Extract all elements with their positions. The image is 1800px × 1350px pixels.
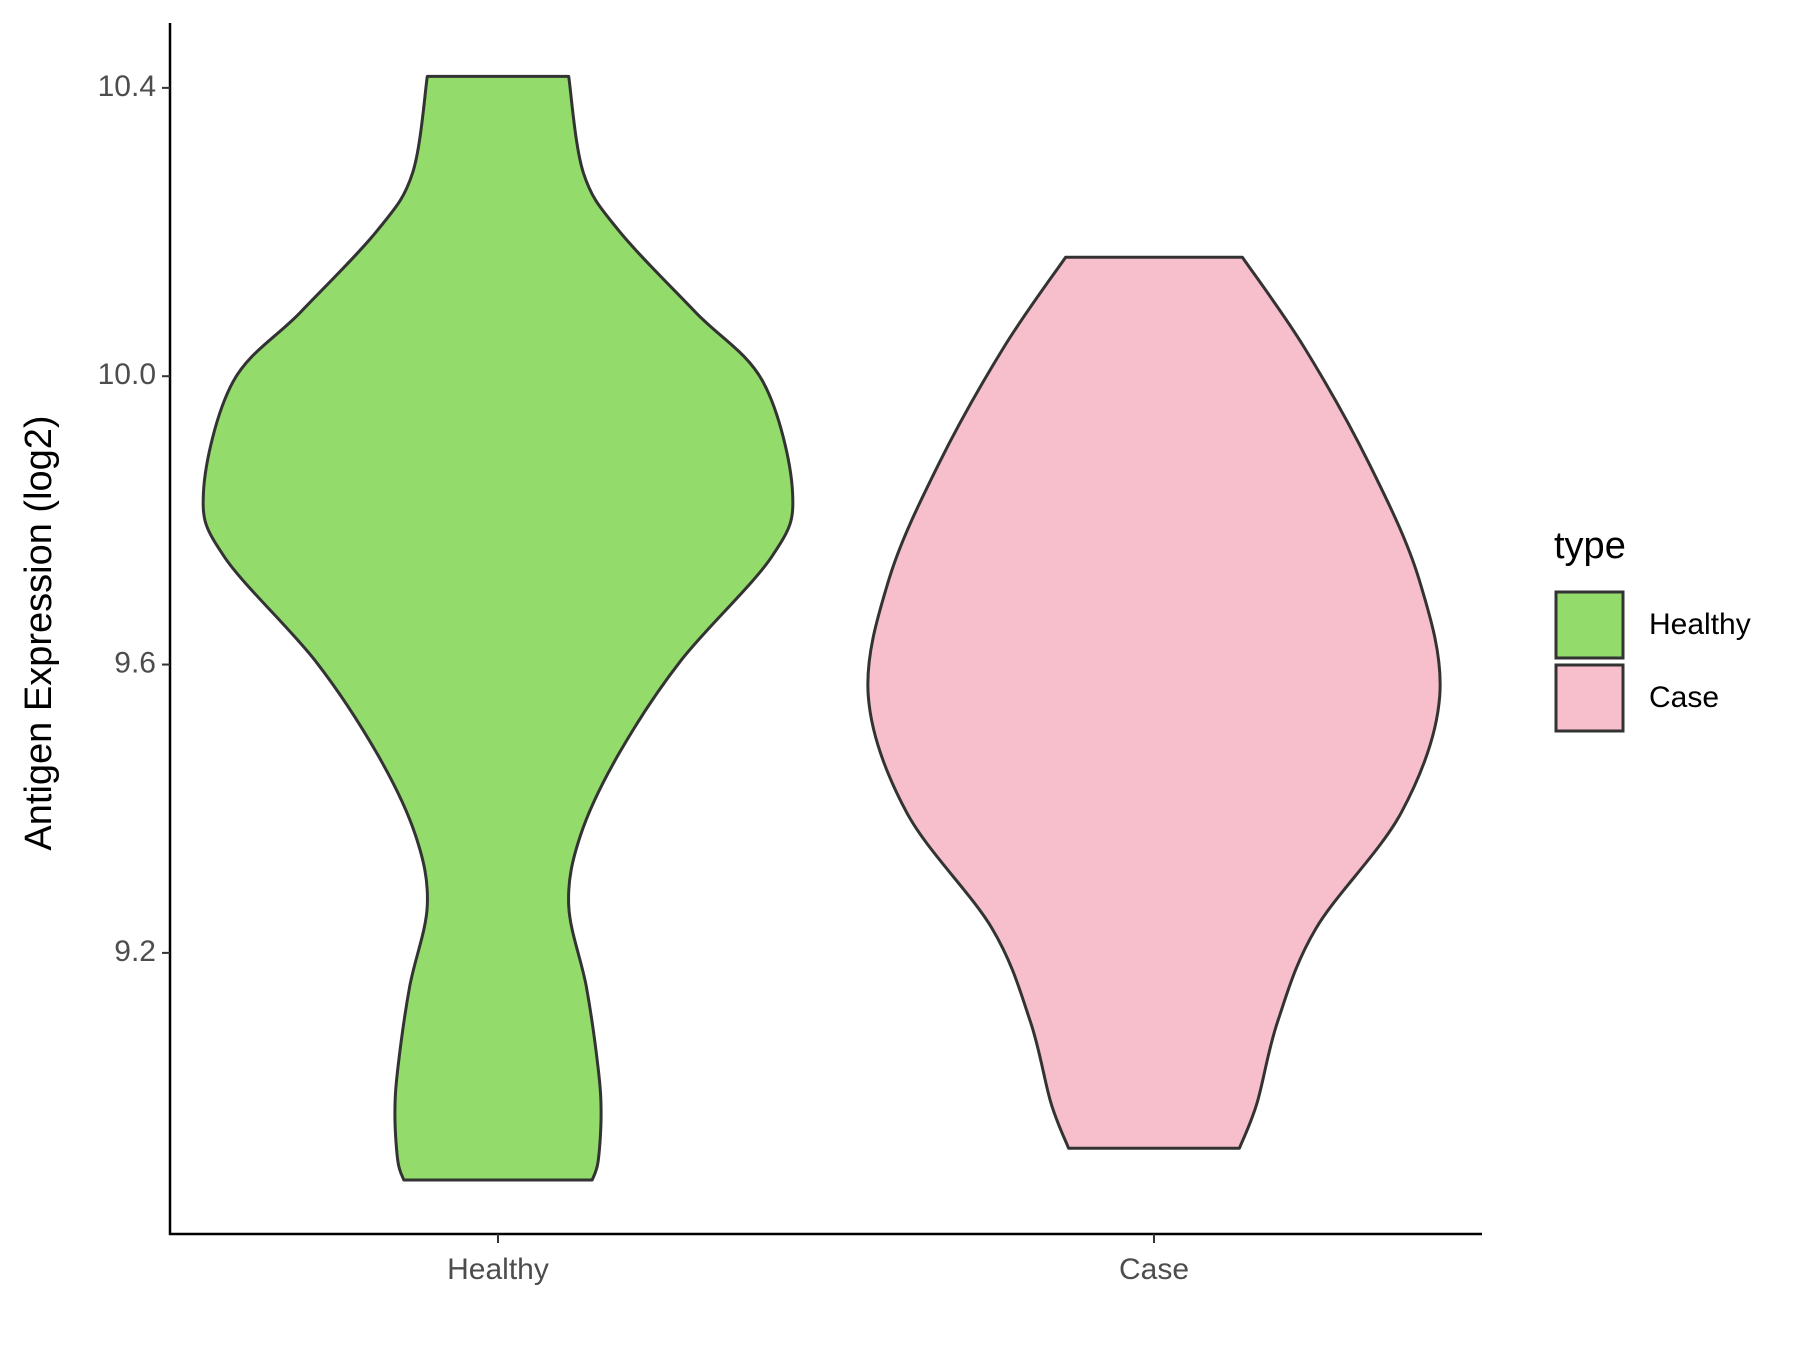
legend-label: Healthy (1649, 608, 1751, 641)
y-axis-title: Antigen Expression (log2) (18, 415, 60, 850)
legend-label: Case (1649, 681, 1719, 714)
x-tick-label: Healthy (447, 1253, 549, 1286)
y-tick-label: 9.2 (114, 935, 156, 968)
legend-key (1554, 590, 1625, 660)
y-tick-label: 9.6 (114, 646, 156, 679)
y-tick-label: 10.4 (98, 70, 156, 103)
violin (866, 255, 1442, 1150)
violin (201, 74, 795, 1182)
legend-title: type (1554, 525, 1626, 567)
x-tick-label: Case (1119, 1253, 1189, 1286)
legend-key (1554, 663, 1625, 733)
y-tick-label: 10.0 (98, 358, 156, 391)
